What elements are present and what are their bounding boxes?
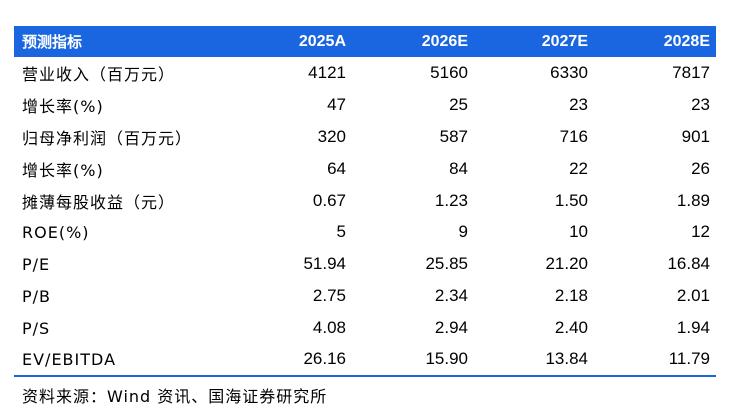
forecast-table: 预测指标 2025A 2026E 2027E 2028E 营业收入（百万元） 4… [14,26,716,377]
table-row: P/E 51.94 25.85 21.20 16.84 [14,248,716,280]
header-2026E: 2026E [421,32,468,50]
cell-value: 47 [327,94,346,114]
row-label: P/B [22,286,52,306]
cell-value: 5 [336,222,346,242]
cell-value: 1.94 [676,318,710,338]
cell-value: 16.84 [667,254,710,274]
cell-value: 6330 [550,62,588,82]
cell-value: 10 [569,222,588,242]
header-2025A: 2025A [298,32,346,50]
cell-value: 2.40 [554,318,588,338]
cell-value: 9 [458,222,468,242]
table-header-row: 预测指标 2025A 2026E 2027E 2028E [14,26,716,57]
row-label: 营业收入（百万元） [22,64,176,84]
cell-value: 7817 [672,62,710,82]
table-row: ROE(%) 5 9 10 12 [14,216,716,248]
cell-value: 25 [449,94,468,114]
cell-value: 320 [317,126,346,146]
cell-value: 587 [439,126,468,146]
cell-value: 1.50 [554,190,588,210]
cell-value: 23 [691,94,710,114]
cell-value: 1.89 [676,190,710,210]
cell-value: 13.84 [545,349,588,369]
row-label: EV/EBITDA [22,349,117,369]
cell-value: 0.67 [312,190,346,210]
source-note: 资料来源：Wind 资讯、国海证券研究所 [22,387,328,406]
header-2027E: 2027E [541,32,588,50]
table-row: P/S 4.08 2.94 2.40 1.94 [14,312,716,344]
cell-value: 22 [569,158,588,178]
table-row: EV/EBITDA 26.16 15.90 13.84 11.79 [14,344,716,376]
cell-value: 11.79 [668,349,710,369]
row-label: P/S [22,318,51,338]
cell-value: 25.85 [425,254,468,274]
cell-value: 5160 [430,62,468,82]
cell-value: 901 [681,126,710,146]
table-row: 增长率(%) 64 84 22 26 [14,153,716,185]
row-label: 摊薄每股收益（元） [22,192,176,212]
table-row: 归母净利润（百万元） 320 587 716 901 [14,121,716,153]
table-row: 营业收入（百万元） 4121 5160 6330 7817 [14,57,716,89]
cell-value: 12 [691,222,710,242]
cell-value: 64 [327,158,346,178]
row-label: 归母净利润（百万元） [22,128,193,148]
table-row: 摊薄每股收益（元） 0.67 1.23 1.50 1.89 [14,185,716,217]
cell-value: 26 [691,158,710,178]
cell-value: 84 [449,158,468,178]
cell-value: 15.90 [425,349,468,369]
header-metric: 预测指标 [22,33,83,51]
cell-value: 2.01 [676,286,710,306]
table-row: P/B 2.75 2.34 2.18 2.01 [14,280,716,312]
cell-value: 2.34 [434,286,468,306]
cell-value: 4.08 [312,318,346,338]
row-label: 增长率(%) [22,160,104,180]
cell-value: 23 [569,94,588,114]
header-2028E: 2028E [663,32,710,50]
cell-value: 51.94 [303,254,346,274]
cell-value: 2.75 [312,286,346,306]
row-label: ROE(%) [22,222,90,242]
cell-value: 2.94 [434,318,468,338]
cell-value: 21.20 [545,254,588,274]
cell-value: 2.18 [554,286,588,306]
cell-value: 716 [559,126,588,146]
cell-value: 1.23 [434,190,468,210]
forecast-table-container: 预测指标 2025A 2026E 2027E 2028E 营业收入（百万元） 4… [14,26,716,377]
row-label: 增长率(%) [22,96,104,116]
row-label: P/E [22,254,51,274]
cell-value: 4121 [308,62,346,82]
table-row: 增长率(%) 47 25 23 23 [14,89,716,121]
cell-value: 26.16 [303,349,346,369]
